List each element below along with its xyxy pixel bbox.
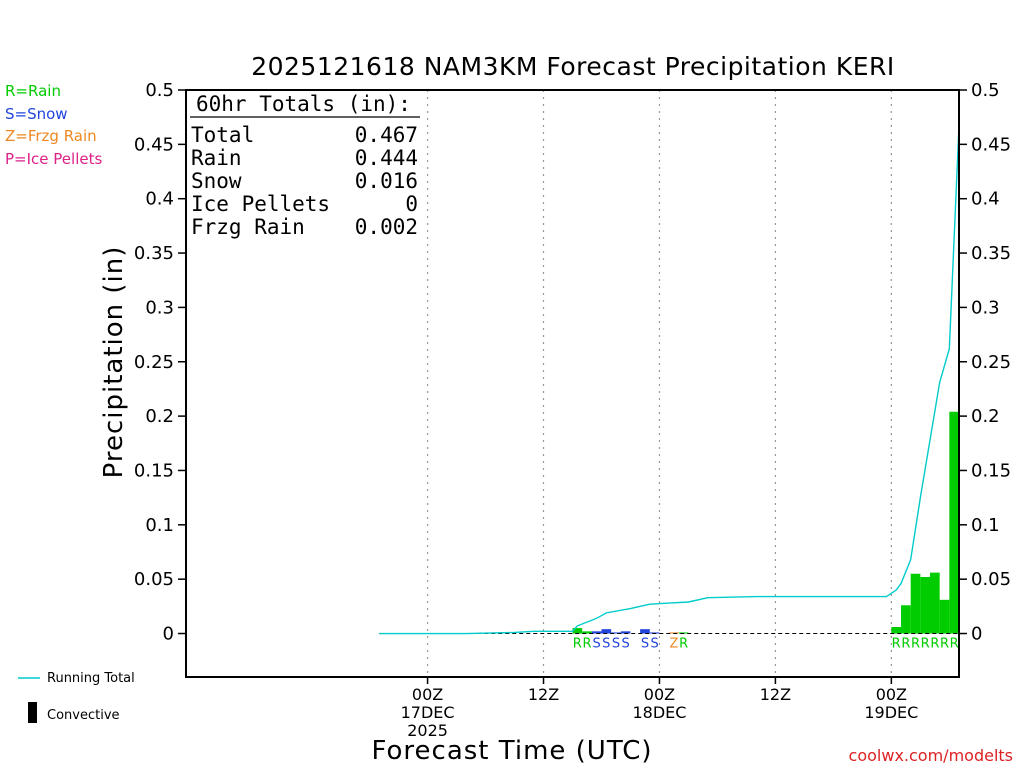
precip-type-label: R xyxy=(573,637,582,652)
running-total-legend-label: Running Total xyxy=(47,671,135,686)
precip-type-label: S xyxy=(602,637,610,652)
precip-bar xyxy=(591,631,602,634)
y-axis-label: Precipitation (in) xyxy=(99,246,129,479)
x-tick-label: 00Z xyxy=(644,685,675,704)
y-tick-label-right: 0.5 xyxy=(971,80,1000,101)
legend-rain: R=Rain xyxy=(5,82,61,100)
x-tick-label: 00Z xyxy=(412,685,443,704)
plot-frame xyxy=(185,89,960,678)
totals-label-snow: Snow xyxy=(191,169,242,193)
x-tick-label: 19DEC xyxy=(864,703,918,722)
precip-bar xyxy=(611,632,621,634)
precip-bar xyxy=(669,632,679,634)
y-tick-label-left: 0.15 xyxy=(134,460,174,481)
precip-bar xyxy=(939,599,950,634)
y-tick-label-right: 0.35 xyxy=(971,243,1011,264)
totals-value-snow: 0.016 xyxy=(355,169,418,193)
precip-type-label: R xyxy=(911,637,920,652)
y-tick-label-right: 0.15 xyxy=(971,460,1011,481)
precip-bar xyxy=(901,605,911,634)
y-tick-label-left: 0.1 xyxy=(145,515,174,536)
precip-type-label: S xyxy=(612,637,620,652)
totals-label-ice-pellets: Ice Pellets xyxy=(191,192,330,216)
precip-type-label: R xyxy=(921,637,930,652)
y-tick-label-left: 0.05 xyxy=(134,569,174,590)
totals-box: 60hr Totals (in): Total 0.467 Rain 0.444… xyxy=(190,92,420,239)
precip-bar xyxy=(620,631,631,634)
legend-freezing-rain: Z=Frzg Rain xyxy=(5,127,97,145)
convective-swatch xyxy=(28,702,37,723)
precip-type-label: R xyxy=(892,637,901,652)
precip-bar xyxy=(678,632,689,634)
precip-bar xyxy=(910,573,921,634)
y-tick-label-left: 0.35 xyxy=(134,243,174,264)
y-ticks-left: 0 0.05 0.1 0.15 0.2 0.25 0.3 0.35 0.4 0.45 0.5 xyxy=(134,80,186,645)
precip-type-label: R xyxy=(582,637,591,652)
legend-snow: S=Snow xyxy=(5,105,68,123)
precip-bar xyxy=(572,628,583,634)
precip-type-label: R xyxy=(930,637,939,652)
precip-bar xyxy=(949,411,959,634)
x-tick-label: 12Z xyxy=(760,685,791,704)
precip-bars xyxy=(572,411,959,634)
totals-value-ice-pellets: 0 xyxy=(405,192,418,216)
y-tick-label-right: 0.25 xyxy=(971,352,1011,373)
vertical-gridlines xyxy=(426,90,892,677)
precip-bar xyxy=(640,629,650,634)
x-axis-label: Forecast Time (UTC) xyxy=(371,736,652,766)
x-tick-label: 00Z xyxy=(876,685,907,704)
precip-type-label: R xyxy=(679,637,688,652)
precip-type-label: S xyxy=(622,637,630,652)
precip-type-label: R xyxy=(901,637,910,652)
legend-ice-pellets: P=Ice Pellets xyxy=(5,150,102,168)
y-tick-label-right: 0.4 xyxy=(971,189,1000,210)
precip-bar xyxy=(601,629,612,634)
y-tick-label-right: 0.1 xyxy=(971,515,1000,536)
precip-type-label: S xyxy=(641,637,649,652)
y-tick-label-right: 0 xyxy=(971,624,982,645)
y-tick-label-left: 0.5 xyxy=(145,80,174,101)
precip-type-label: R xyxy=(940,637,949,652)
precip-bar xyxy=(891,626,902,634)
totals-label-rain: Rain xyxy=(191,146,242,170)
precip-bar xyxy=(582,631,592,634)
totals-value-total: 0.467 xyxy=(355,123,418,147)
convective-legend-label: Convective xyxy=(47,708,120,723)
y-tick-label-right: 0.05 xyxy=(971,569,1011,590)
y-tick-label-left: 0.45 xyxy=(134,134,174,155)
credit-link[interactable]: coolwx.com/modelts xyxy=(849,746,1013,765)
totals-label-frzg-rain: Frzg Rain xyxy=(191,215,305,239)
y-tick-label-left: 0.4 xyxy=(145,189,174,210)
x-tick-label: 18DEC xyxy=(632,703,686,722)
y-tick-label-right: 0.3 xyxy=(971,297,1000,318)
y-tick-label-left: 0 xyxy=(163,624,174,645)
y-tick-label-right: 0.2 xyxy=(971,406,1000,427)
y-tick-label-left: 0.25 xyxy=(134,352,174,373)
x-tick-label: 2025 xyxy=(407,721,448,740)
chart-title: 2025121618 NAM3KM Forecast Precipitation… xyxy=(251,52,895,81)
y-tick-label-left: 0.2 xyxy=(145,406,174,427)
x-tick-label: 17DEC xyxy=(401,703,455,722)
totals-label-total: Total xyxy=(191,123,254,147)
precip-type-legend: R=Rain S=Snow Z=Frzg Rain P=Ice Pellets xyxy=(5,82,102,168)
precip-type-label: R xyxy=(950,637,959,652)
precip-type-label: S xyxy=(650,637,658,652)
totals-value-rain: 0.444 xyxy=(355,146,418,170)
x-tick-label: 12Z xyxy=(528,685,559,704)
totals-value-frzg-rain: 0.002 xyxy=(355,215,418,239)
precip-bar xyxy=(649,632,660,634)
precip-bar xyxy=(930,572,940,634)
y-tick-label-right: 0.45 xyxy=(971,134,1011,155)
running-total-line xyxy=(379,125,960,635)
y-ticks-right: 0 0.05 0.1 0.15 0.2 0.25 0.3 0.35 0.4 0.45 0.5 xyxy=(959,80,1011,645)
y-tick-label-left: 0.3 xyxy=(145,297,174,318)
precip-type-label: Z xyxy=(670,637,679,652)
precip-type-label: S xyxy=(593,637,601,652)
totals-header: 60hr Totals (in): xyxy=(196,92,411,116)
precip-bar xyxy=(920,576,931,634)
bottom-legend: Running Total Convective xyxy=(18,671,135,723)
